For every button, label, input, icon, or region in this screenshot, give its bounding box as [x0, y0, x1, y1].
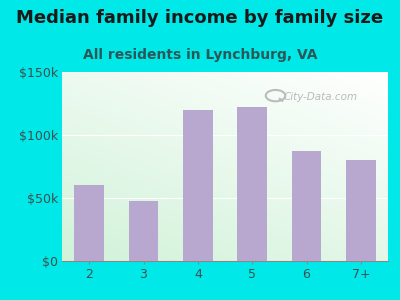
- Bar: [183, 110, 213, 261]
- Bar: [346, 160, 376, 261]
- Bar: [237, 107, 267, 261]
- Text: All residents in Lynchburg, VA: All residents in Lynchburg, VA: [83, 48, 317, 62]
- Bar: [74, 185, 104, 261]
- Text: Median family income by family size: Median family income by family size: [16, 9, 384, 27]
- Bar: [292, 152, 322, 261]
- Bar: [128, 200, 158, 261]
- Text: City-Data.com: City-Data.com: [284, 92, 358, 102]
